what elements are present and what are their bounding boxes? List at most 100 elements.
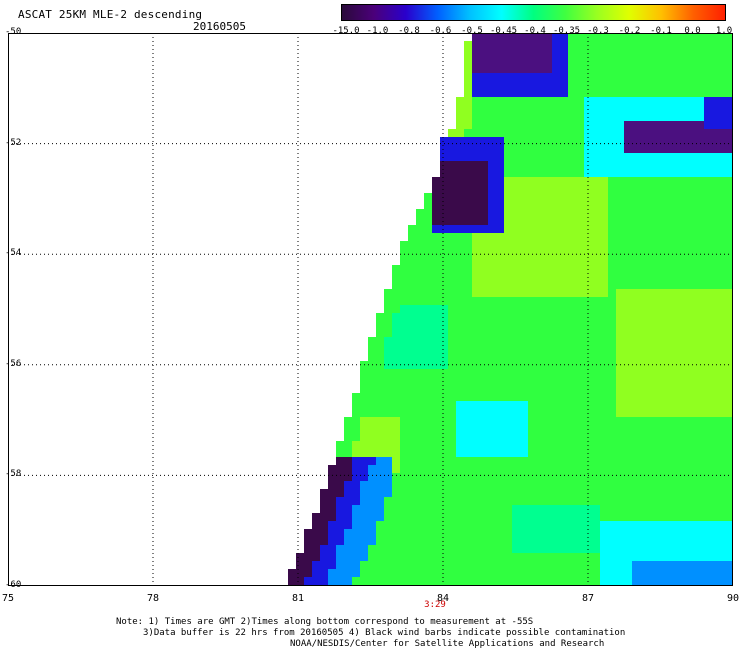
swath-cell [416, 265, 424, 273]
swath-cell [544, 457, 552, 465]
swath-cell [616, 297, 624, 305]
swath-cell [656, 337, 664, 345]
swath-cell [688, 569, 696, 577]
swath-cell [680, 233, 688, 241]
swath-cell [672, 97, 680, 105]
swath-cell [640, 225, 648, 233]
swath-cell [608, 209, 616, 217]
swath-cell [552, 97, 560, 105]
swath-cell [592, 369, 600, 377]
swath-cell [384, 345, 392, 353]
colorbar-tick-label: -0.2 [618, 26, 641, 36]
swath-cell [576, 545, 584, 553]
swath-cell [368, 449, 376, 457]
swath-cell [704, 353, 712, 361]
swath-cell [592, 441, 600, 449]
swath-cell [496, 153, 504, 161]
swath-cell [520, 369, 528, 377]
swath-cell [648, 177, 656, 185]
swath-cell [640, 513, 648, 521]
swath-cell [472, 177, 480, 185]
swath-cell [720, 489, 728, 497]
swath-cell [712, 185, 720, 193]
swath-cell [704, 513, 712, 521]
swath-cell [728, 329, 733, 337]
swath-cell [384, 545, 392, 553]
swath-cell [616, 161, 624, 169]
swath-cell [648, 193, 656, 201]
swath-cell [608, 41, 616, 49]
swath-cell [576, 305, 584, 313]
swath-cell [552, 65, 560, 73]
swath-cell [728, 497, 733, 505]
swath-cell [560, 281, 568, 289]
swath-cell [512, 441, 520, 449]
swath-cell [672, 313, 680, 321]
swath-cell [376, 329, 384, 337]
swath-cell [392, 553, 400, 561]
swath-cell [456, 537, 464, 545]
swath-cell [480, 201, 488, 209]
swath-cell [368, 513, 376, 521]
swath-cell [488, 241, 496, 249]
swath-cell [360, 417, 368, 425]
swath-cell [448, 305, 456, 313]
swath-cell [544, 385, 552, 393]
swath-cell [520, 481, 528, 489]
swath-cell [560, 129, 568, 137]
swath-cell [592, 225, 600, 233]
swath-cell [696, 233, 704, 241]
swath-cell [696, 105, 704, 113]
swath-cell [616, 385, 624, 393]
swath-cell [552, 449, 560, 457]
swath-cell [624, 553, 632, 561]
swath-cell [712, 353, 720, 361]
swath-cell [360, 537, 368, 545]
swath-cell [320, 497, 328, 505]
swath-cell [680, 121, 688, 129]
swath-cell [680, 337, 688, 345]
swath-cell [632, 401, 640, 409]
swath-cell [320, 505, 328, 513]
swath-cell [576, 345, 584, 353]
swath-cell [704, 465, 712, 473]
swath-cell [336, 449, 344, 457]
swath-cell [656, 129, 664, 137]
swath-cell [544, 81, 552, 89]
swath-cell [720, 49, 728, 57]
swath-cell [648, 521, 656, 529]
swath-cell [544, 337, 552, 345]
swath-cell [488, 177, 496, 185]
swath-cell [520, 441, 528, 449]
swath-cell [664, 321, 672, 329]
swath-cell [712, 409, 720, 417]
swath-cell [512, 121, 520, 129]
swath-cell [496, 177, 504, 185]
colorbar-tick-label: -0.4 [524, 26, 546, 36]
swath-cell [368, 569, 376, 577]
swath-cell [688, 89, 696, 97]
swath-cell [632, 561, 640, 569]
swath-cell [424, 337, 432, 345]
swath-cell [344, 569, 352, 577]
swath-cell [432, 425, 440, 433]
swath-cell [496, 281, 504, 289]
swath-cell [424, 457, 432, 465]
swath-cell [416, 505, 424, 513]
swath-cell [416, 497, 424, 505]
swath-cell [544, 569, 552, 577]
swath-cell [512, 457, 520, 465]
swath-cell [552, 401, 560, 409]
swath-cell [664, 265, 672, 273]
swath-cell [544, 169, 552, 177]
swath-cell [496, 225, 504, 233]
swath-cell [632, 249, 640, 257]
swath-cell [632, 201, 640, 209]
swath-cell [504, 393, 512, 401]
swath-cell [664, 257, 672, 265]
swath-cell [344, 417, 352, 425]
swath-cell [408, 425, 416, 433]
swath-cell [400, 313, 408, 321]
swath-cell [520, 201, 528, 209]
swath-cell [520, 153, 528, 161]
